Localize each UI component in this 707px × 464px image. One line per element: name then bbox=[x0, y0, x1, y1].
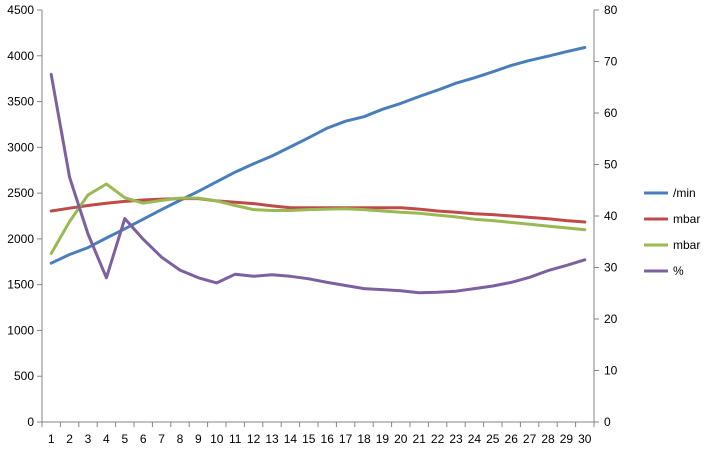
legend-label: % bbox=[673, 264, 684, 278]
left-tick-label: 2000 bbox=[7, 232, 34, 246]
x-tick-label: 22 bbox=[431, 432, 445, 446]
x-tick-label: 4 bbox=[103, 432, 110, 446]
x-tick-label: 27 bbox=[523, 432, 537, 446]
x-tick-label: 8 bbox=[177, 432, 184, 446]
x-tick-label: 1 bbox=[48, 432, 55, 446]
legend-item: % bbox=[644, 264, 684, 278]
x-tick-label: 12 bbox=[247, 432, 261, 446]
right-tick-label: 80 bbox=[604, 3, 618, 17]
legend-item: mbar bbox=[644, 212, 700, 226]
left-tick-label: 4000 bbox=[7, 49, 34, 63]
x-tick-label: 21 bbox=[413, 432, 427, 446]
x-tick-label: 11 bbox=[229, 432, 242, 446]
x-tick-label: 15 bbox=[302, 432, 316, 446]
x-tick-label: 3 bbox=[85, 432, 92, 446]
x-tick-label: 5 bbox=[121, 432, 128, 446]
series-layer bbox=[49, 46, 587, 295]
x-tick-label: 28 bbox=[541, 432, 555, 446]
right-tick-label: 50 bbox=[604, 158, 618, 172]
right-y-axis: 0 10 20 30 40 50 60 70 80 bbox=[593, 3, 618, 429]
legend-item: mbar bbox=[644, 238, 700, 252]
left-tick-label: 0 bbox=[27, 415, 34, 429]
x-tick-label: 24 bbox=[468, 432, 482, 446]
x-tick-label: 9 bbox=[195, 432, 202, 446]
right-tick-label: 10 bbox=[604, 364, 618, 378]
legend: /min mbar mbar% bbox=[644, 186, 700, 278]
x-tick-label: 29 bbox=[560, 432, 574, 446]
x-tick-label: 17 bbox=[339, 432, 353, 446]
right-tick-label: 0 bbox=[604, 415, 611, 429]
x-tick-label: 10 bbox=[210, 432, 224, 446]
right-tick-label: 70 bbox=[604, 55, 618, 69]
x-tick-label: 26 bbox=[505, 432, 519, 446]
x-tick-label: 16 bbox=[321, 432, 335, 446]
series-4 bbox=[49, 72, 587, 295]
x-tick-label: 25 bbox=[486, 432, 500, 446]
right-tick-label: 30 bbox=[604, 261, 618, 275]
x-axis: 1 2 3 4 5 6 7 8 9 10 11 12 13 14 15 16 17 18 19 20 21 22 23 24 2… bbox=[41, 421, 595, 446]
legend-label: /min bbox=[673, 186, 696, 200]
legend-item: /min bbox=[644, 186, 696, 200]
series-3 bbox=[49, 182, 587, 255]
x-tick-label: 30 bbox=[578, 432, 592, 446]
left-tick-label: 500 bbox=[14, 369, 34, 383]
right-tick-label: 20 bbox=[604, 312, 618, 326]
x-tick-label: 14 bbox=[284, 432, 298, 446]
x-tick-label: 20 bbox=[394, 432, 408, 446]
legend-label: mbar bbox=[673, 212, 700, 226]
right-tick-label: 40 bbox=[604, 209, 618, 223]
x-tick-label: 18 bbox=[357, 432, 371, 446]
series-line bbox=[49, 72, 587, 295]
series-line bbox=[49, 46, 587, 265]
left-tick-label: 1500 bbox=[7, 278, 34, 292]
left-tick-label: 3000 bbox=[7, 140, 34, 154]
x-tick-label: 23 bbox=[449, 432, 463, 446]
series-line bbox=[49, 182, 587, 255]
left-tick-label: 1000 bbox=[7, 323, 34, 337]
x-tick-label: 2 bbox=[66, 432, 73, 446]
left-tick-label: 2500 bbox=[7, 186, 34, 200]
left-y-axis: 0 500 1000 1500 2000 2500 3000 3500 4000 4500 bbox=[7, 3, 43, 429]
x-tick-label: 6 bbox=[140, 432, 147, 446]
series-line bbox=[49, 197, 587, 224]
left-tick-label: 3500 bbox=[7, 95, 34, 109]
left-tick-label: 4500 bbox=[7, 3, 34, 17]
legend-label: mbar bbox=[673, 238, 700, 252]
x-tick-label: 13 bbox=[265, 432, 279, 446]
x-tick-label: 7 bbox=[158, 432, 165, 446]
x-tick-label: 19 bbox=[376, 432, 390, 446]
right-tick-label: 60 bbox=[604, 106, 618, 120]
series-1 bbox=[49, 46, 587, 265]
